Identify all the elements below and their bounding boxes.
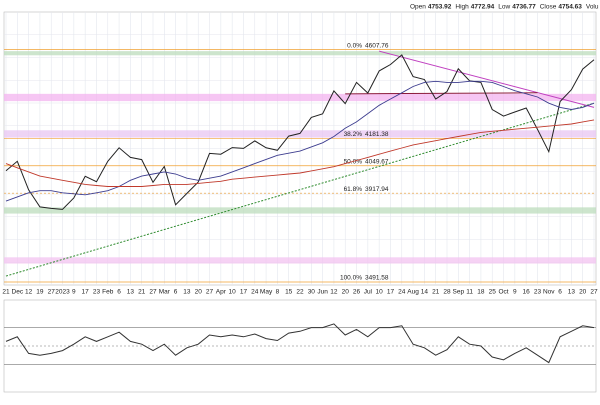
x-tick-label: 20 xyxy=(342,289,350,296)
header-label: Low xyxy=(498,4,510,11)
fib-value: 4181.38 xyxy=(365,131,389,138)
x-tick-label: 27 xyxy=(590,289,598,296)
fib-label: 100.0% xyxy=(340,275,362,282)
x-tick-label: 8 xyxy=(276,289,280,296)
x-tick-label: 27 xyxy=(48,289,56,296)
x-tick-label: 17 xyxy=(387,289,395,296)
x-tick-label: Dec xyxy=(12,289,24,296)
x-tick-label: Mar xyxy=(159,289,171,296)
x-tick-label: 24 xyxy=(398,289,406,296)
x-tick-label: Jun xyxy=(317,289,328,296)
x-tick-label: 30 xyxy=(308,289,316,296)
x-tick-label: 17 xyxy=(82,289,90,296)
trendline xyxy=(345,92,538,95)
x-tick-label: Aug xyxy=(407,289,419,296)
x-tick-label: 6 xyxy=(558,289,562,296)
x-tick-label: 28 xyxy=(443,289,451,296)
x-tick-label: 19 xyxy=(36,289,44,296)
header-value: 4753.92 xyxy=(428,4,452,11)
x-tick-label: Apr xyxy=(216,289,227,296)
x-tick-label: 15 xyxy=(285,289,293,296)
x-tick-label: 20 xyxy=(195,289,203,296)
x-tick-label: 10 xyxy=(376,289,384,296)
x-tick-label: Nov xyxy=(543,289,555,296)
x-tick-label: 10 xyxy=(229,289,237,296)
x-tick-label: 27 xyxy=(149,289,157,296)
x-tick-label: 11 xyxy=(466,289,473,296)
fib-value: 3917.94 xyxy=(365,186,389,193)
fib-label: 50.0% xyxy=(344,158,363,165)
x-tick-label: 21 xyxy=(2,289,10,296)
header-tail: Volu xyxy=(586,4,599,11)
header-label: Open xyxy=(410,4,426,11)
x-tick-label: 20 xyxy=(579,289,587,296)
x-tick-label: 13 xyxy=(183,289,191,296)
x-tick-label: 9 xyxy=(513,289,517,296)
zone xyxy=(4,93,596,102)
fib-label: 0.0% xyxy=(347,42,362,49)
x-tick-label: Oct xyxy=(498,289,508,296)
x-tick-label: 12 xyxy=(25,289,33,296)
x-tick-label: 13 xyxy=(127,289,135,296)
series-line xyxy=(5,323,595,364)
trendline xyxy=(379,50,595,108)
x-tick-label: 12 xyxy=(330,289,338,296)
x-tick-label: May xyxy=(260,289,273,296)
x-tick-label: 27 xyxy=(206,289,214,296)
x-tick-label: 6 xyxy=(174,289,178,296)
zone xyxy=(4,51,596,56)
x-tick-label: Feb xyxy=(102,289,114,296)
fib-label: 38.2% xyxy=(344,131,363,138)
zone xyxy=(4,257,596,264)
x-tick-label: 24 xyxy=(251,289,259,296)
x-tick-label: 23 xyxy=(93,289,101,296)
header-value: 4772.94 xyxy=(471,4,495,11)
series-line xyxy=(5,119,595,187)
fib-label: 61.8% xyxy=(344,186,363,193)
trendline xyxy=(5,102,595,277)
x-tick-label: 14 xyxy=(421,289,429,296)
series-line xyxy=(5,54,595,210)
x-tick-label: 18 xyxy=(477,289,485,296)
x-tick-label: 9 xyxy=(72,289,76,296)
x-tick-label: 6 xyxy=(117,289,121,296)
zone xyxy=(4,130,596,138)
x-tick-label: 22 xyxy=(296,289,304,296)
x-tick-label: 13 xyxy=(568,289,576,296)
fib-value: 4607.76 xyxy=(365,42,389,49)
x-tick-label: 21 xyxy=(432,289,440,296)
series-line xyxy=(5,80,595,202)
x-tick-label: 17 xyxy=(240,289,248,296)
header-label: High xyxy=(455,4,469,11)
x-tick-label: 25 xyxy=(489,289,497,296)
header-label: Close xyxy=(540,4,557,11)
x-tick-label: 2023 xyxy=(55,289,70,296)
x-tick-label: 16 xyxy=(523,289,531,296)
fib-value: 4049.67 xyxy=(365,158,389,165)
x-tick-label: Jul xyxy=(364,289,373,296)
zone xyxy=(4,207,596,214)
header-value: 4754.63 xyxy=(558,4,582,11)
x-tick-label: 21 xyxy=(138,289,146,296)
x-tick-label: 26 xyxy=(353,289,361,296)
header-value: 4736.77 xyxy=(512,4,536,11)
fib-value: 3491.58 xyxy=(365,275,389,282)
x-tick-label: Sep xyxy=(453,289,465,296)
x-tick-label: 23 xyxy=(534,289,542,296)
